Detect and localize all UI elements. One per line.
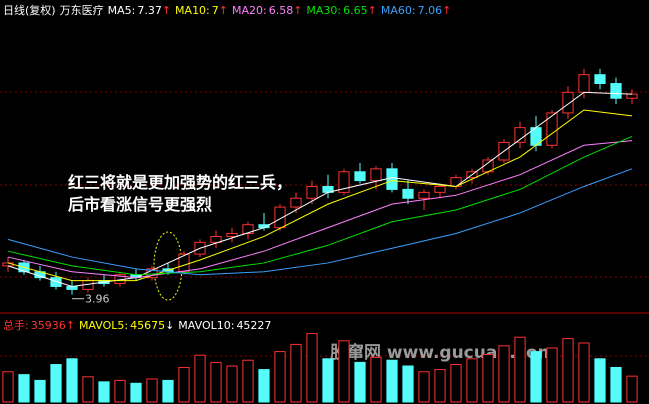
volume-bar <box>386 359 398 403</box>
candle-body <box>594 74 606 85</box>
vol-arrow: ↓ <box>165 319 175 332</box>
volume-bar <box>66 358 78 403</box>
candle-body <box>402 188 414 199</box>
ma-line <box>7 136 633 276</box>
volume-bar <box>626 375 638 403</box>
candle-body <box>546 112 558 146</box>
volume-bar <box>402 365 414 403</box>
volume-bar <box>594 358 606 403</box>
volume-bar <box>114 379 126 403</box>
volume-bar <box>162 379 174 403</box>
ma-arrow: ↑ <box>161 4 172 17</box>
ma-name: MA10: <box>175 4 210 17</box>
candle-body <box>354 171 366 182</box>
candle-body <box>514 127 526 143</box>
low-label: 3.96 <box>85 293 110 306</box>
volume-bar <box>530 351 542 403</box>
volume-bar <box>306 333 318 403</box>
volume-bar <box>50 364 62 403</box>
stock-name: 万东医疗 <box>59 4 104 17</box>
candle-body <box>626 93 638 99</box>
candle-body <box>562 91 574 114</box>
ma-value: 7.06 <box>417 4 443 17</box>
vol-value: 35936 <box>30 319 66 332</box>
volume-bar <box>82 376 94 403</box>
ma-name: MA60: <box>380 4 416 17</box>
vol-arrow: ↑ <box>65 319 75 332</box>
volume-bar <box>418 371 430 403</box>
volume-bar <box>562 338 574 403</box>
vol-value: 45227 <box>236 319 272 332</box>
vol-name: MAVOL10: <box>178 319 235 332</box>
candle-body <box>290 197 302 208</box>
candle-body <box>274 206 286 229</box>
candle-body <box>434 185 446 193</box>
ma-arrow: ↑ <box>218 4 228 17</box>
candle-body <box>610 83 622 99</box>
candle-body <box>306 185 318 199</box>
candle-body <box>50 277 62 287</box>
volume-bar <box>18 374 30 403</box>
volume-bar <box>2 371 14 403</box>
annotation: 后市看涨信号更强烈 <box>68 195 212 214</box>
candle-body <box>226 233 238 237</box>
volume-bar <box>290 343 302 403</box>
volume-bar <box>34 379 46 403</box>
volume-bar <box>226 365 238 403</box>
annotation: 红三将就是更加强势的红三兵， <box>68 173 292 192</box>
candle-body <box>210 235 222 243</box>
volume-bar <box>370 356 382 403</box>
vol-name: 总手: <box>3 319 29 332</box>
ma-name: MA30: <box>306 4 342 17</box>
volume-bar <box>146 378 158 403</box>
volume-bar <box>450 364 462 403</box>
volume-bar <box>130 382 142 403</box>
ma-line <box>7 140 633 279</box>
candle-body <box>578 74 590 93</box>
vol-value: 45675 <box>130 319 166 332</box>
candle-body <box>242 224 254 235</box>
volume-bar <box>434 369 446 403</box>
volume-bar <box>210 361 222 403</box>
volume-legend: 总手: 35936↑ MAVOL5: 45675↓ MAVOL10: 45227 <box>3 317 275 333</box>
volume-bar <box>274 351 286 403</box>
volume-bar <box>466 358 478 403</box>
candle-body <box>418 191 430 199</box>
volume-bar <box>194 354 206 403</box>
volume-bar <box>610 366 622 403</box>
price-legend: 日线(复权) 万东医疗 MA5: 7.37↑ MA10: 7↑ MA20: 6.58↑ MA30… <box>3 2 455 18</box>
volume-bar <box>178 366 190 403</box>
ma-line <box>7 109 633 282</box>
ma-arrow: ↑ <box>293 4 303 17</box>
volume-bar <box>258 369 270 403</box>
ma-value: 6.58 <box>268 4 294 17</box>
ma-line <box>7 168 633 276</box>
volume-bar <box>546 347 558 403</box>
volume-bar <box>322 358 334 403</box>
candle-body <box>386 168 398 190</box>
volume-bar <box>578 342 590 403</box>
ma-value: 7 <box>211 4 219 17</box>
candle-body <box>370 168 382 182</box>
volume-bar <box>514 336 526 403</box>
ma-name: MA5: <box>107 4 136 17</box>
vol-name: MAVOL5: <box>78 319 129 332</box>
ma-value: 7.37 <box>137 4 162 17</box>
volume-bar <box>498 345 510 403</box>
period: 日线(复权) <box>3 4 56 17</box>
volume-bar <box>98 381 110 403</box>
volume-bar <box>354 361 366 403</box>
volume-bar <box>242 359 254 403</box>
volume-bar <box>338 340 350 403</box>
candle-body <box>178 253 190 273</box>
ma-arrow: ↑ <box>442 4 452 17</box>
volume-bar <box>482 353 494 403</box>
ma-name: MA20: <box>231 4 267 17</box>
ma-arrow: ↑ <box>367 4 377 17</box>
candle-body <box>338 171 350 193</box>
ma-value: 6.65 <box>343 4 368 17</box>
